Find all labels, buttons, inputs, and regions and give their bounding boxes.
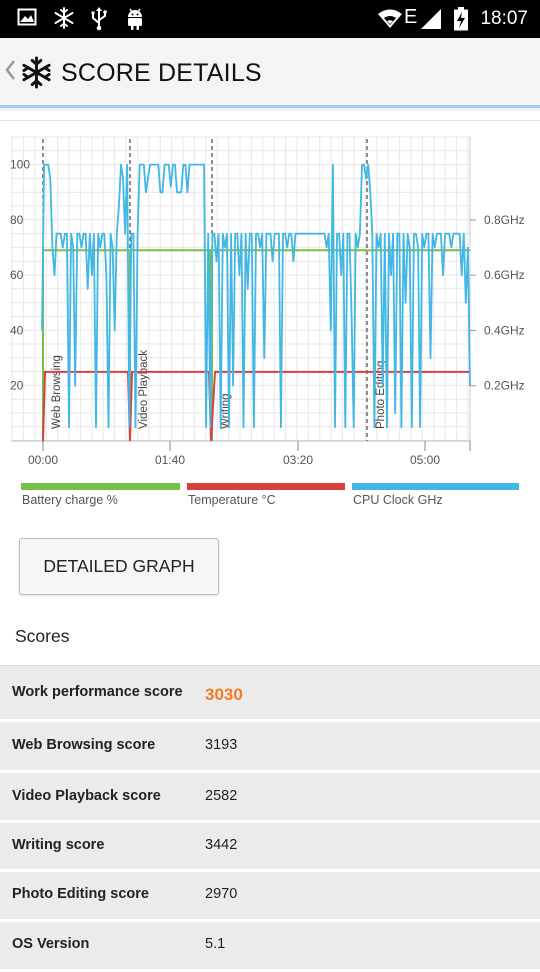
legend-battery-swatch	[21, 483, 180, 490]
legend-battery: Battery charge %	[21, 483, 180, 513]
scores-heading: Scores	[15, 626, 70, 646]
battery-charging-icon	[454, 7, 468, 31]
temperature-series-line	[42, 370, 470, 442]
chart-y-axis-right: 0.8GHz 0.6GHz 0.4GHz 0.2GHz	[470, 213, 525, 393]
chart-y-axis-left: 100 80 60 40 20	[10, 158, 30, 393]
score-value: 5.1	[205, 936, 226, 952]
score-label: Photo Editing score	[12, 886, 149, 902]
y-tick-label: 80	[10, 213, 24, 227]
x-tick-label: 03:20	[283, 453, 313, 467]
page-title: SCORE DETAILS	[61, 59, 262, 87]
legend-temperature-label: Temperature °C	[188, 493, 276, 507]
legend-temperature: Temperature °C	[187, 483, 345, 513]
chevron-left-icon	[5, 60, 15, 80]
table-row: Web Browsing score 3193	[0, 722, 540, 773]
legend-temperature-swatch	[187, 483, 345, 490]
y-right-tick-label: 0.4GHz	[484, 323, 525, 337]
cpu-series-line	[41, 163, 471, 429]
score-label: Web Browsing score	[12, 737, 156, 753]
phase-label: Web Browsing	[51, 355, 63, 429]
phase-label: Photo Editing	[375, 361, 387, 429]
score-value: 3030	[205, 685, 243, 704]
table-row: Video Playback score 2582	[0, 773, 540, 823]
detailed-graph-button[interactable]: DETAILED GRAPH	[19, 538, 219, 595]
score-value: 2582	[205, 788, 238, 804]
score-chart: 100 80 60 40 20 0.8GHz 0.6GHz 0.4GHz 0.2GHz 00:…	[10, 136, 525, 467]
scroll-edge	[0, 111, 540, 121]
y-tick-label: 40	[10, 323, 24, 337]
snowflake-icon	[54, 7, 74, 29]
legend-battery-label: Battery charge %	[22, 493, 118, 507]
table-row: Work performance score 3030	[0, 666, 540, 722]
score-label: Video Playback score	[12, 788, 161, 804]
legend-cpu: CPU Clock GHz	[352, 483, 519, 513]
usb-icon	[91, 7, 107, 31]
table-row: Photo Editing score 2970	[0, 872, 540, 922]
x-tick-label: 01:40	[155, 453, 185, 467]
scores-table: Work performance score 3030 Web Browsing…	[0, 665, 540, 972]
table-row: OS Version 5.1	[0, 922, 540, 972]
y-tick-label: 60	[10, 268, 24, 282]
snowflake-icon[interactable]	[20, 56, 53, 89]
action-bar: SCORE DETAILS	[0, 38, 540, 108]
network-type: E	[404, 6, 418, 28]
legend-cpu-label: CPU Clock GHz	[353, 493, 443, 507]
score-value: 3193	[205, 737, 238, 753]
image-icon	[17, 8, 37, 26]
legend-cpu-swatch	[352, 483, 519, 490]
wifi-icon	[378, 9, 402, 28]
content-area[interactable]: 100 80 60 40 20 0.8GHz 0.6GHz 0.4GHz 0.2GHz 00:…	[0, 111, 540, 972]
chart-series	[41, 163, 471, 442]
android-icon	[128, 8, 142, 30]
chart-x-axis: 00:00 01:40 03:20 05:00	[28, 441, 471, 467]
status-bar: E 18:07	[0, 0, 540, 38]
x-tick-label: 05:00	[410, 453, 440, 467]
signal-icon	[421, 9, 441, 29]
table-row: Writing score 3442	[0, 823, 540, 872]
score-label: Writing score	[12, 837, 105, 853]
y-right-tick-label: 0.8GHz	[484, 213, 525, 227]
y-tick-label: 100	[10, 158, 30, 172]
score-value: 3442	[205, 837, 238, 853]
score-label: OS Version	[12, 936, 90, 952]
phase-label: Video Playback	[138, 350, 150, 429]
x-tick-label: 00:00	[28, 453, 58, 467]
y-right-tick-label: 0.2GHz	[484, 379, 525, 393]
y-right-tick-label: 0.6GHz	[484, 268, 525, 282]
back-button[interactable]	[4, 59, 16, 87]
status-clock: 18:07	[480, 8, 528, 29]
score-value: 2970	[205, 886, 238, 902]
y-tick-label: 20	[10, 379, 24, 393]
score-label: Work performance score	[12, 684, 183, 700]
